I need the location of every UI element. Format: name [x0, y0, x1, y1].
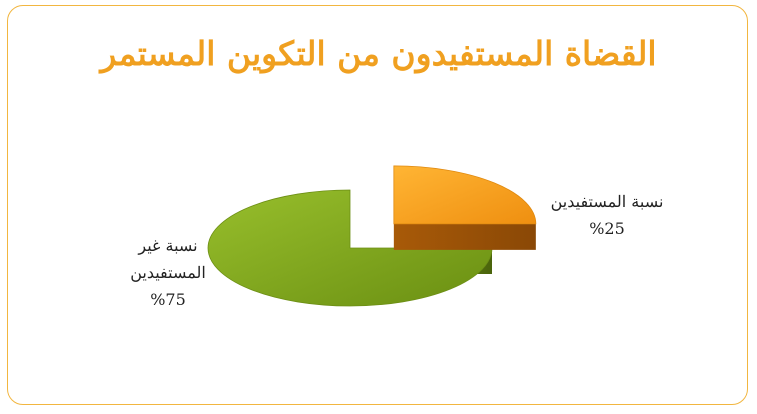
slice-label-beneficiaries: نسبة المستفيدين %25 [548, 188, 666, 242]
slice-value-label: %75 [150, 290, 186, 309]
slice-value-label: %25 [589, 219, 625, 238]
pie-slice-non-beneficiaries [207, 189, 493, 307]
pie-slice-top [207, 189, 493, 307]
slice-label-text-line1: نسبة غير [138, 236, 198, 255]
slice-label-text-line2: المستفيدين [130, 263, 206, 282]
slice-label-text: نسبة المستفيدين [550, 192, 664, 211]
pie-slice-wall [393, 223, 536, 250]
chart-title: القضاة المستفيدون من التكوين المستمر [100, 34, 657, 73]
slice-label-non-beneficiaries: نسبة غير المستفيدين %75 [118, 232, 218, 313]
pie-slice-beneficiaries [393, 165, 537, 250]
chart-frame [7, 5, 748, 405]
pie-slice-top [393, 165, 537, 225]
